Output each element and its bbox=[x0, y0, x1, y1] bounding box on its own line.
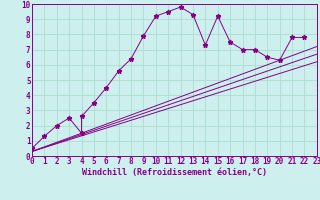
X-axis label: Windchill (Refroidissement éolien,°C): Windchill (Refroidissement éolien,°C) bbox=[82, 168, 267, 177]
